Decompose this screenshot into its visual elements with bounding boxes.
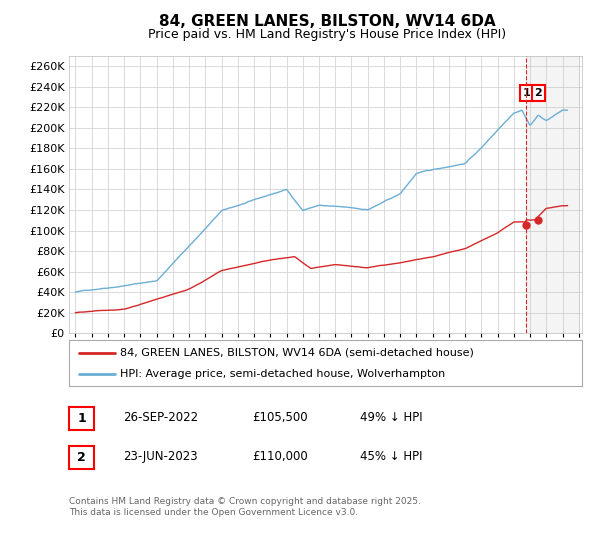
Text: 84, GREEN LANES, BILSTON, WV14 6DA (semi-detached house): 84, GREEN LANES, BILSTON, WV14 6DA (semi… — [121, 348, 474, 358]
Bar — [526, 56, 579, 333]
Text: Price paid vs. HM Land Registry's House Price Index (HPI): Price paid vs. HM Land Registry's House … — [148, 28, 506, 41]
Text: 2: 2 — [535, 88, 542, 98]
Text: HPI: Average price, semi-detached house, Wolverhampton: HPI: Average price, semi-detached house,… — [121, 369, 446, 379]
Text: 23-JUN-2023: 23-JUN-2023 — [123, 450, 197, 463]
Text: 49% ↓ HPI: 49% ↓ HPI — [360, 410, 422, 424]
Text: 1: 1 — [77, 412, 86, 425]
Text: £105,500: £105,500 — [252, 410, 308, 424]
Text: Contains HM Land Registry data © Crown copyright and database right 2025.
This d: Contains HM Land Registry data © Crown c… — [69, 497, 421, 517]
Text: 45% ↓ HPI: 45% ↓ HPI — [360, 450, 422, 463]
Text: 26-SEP-2022: 26-SEP-2022 — [123, 410, 198, 424]
Text: 84, GREEN LANES, BILSTON, WV14 6DA: 84, GREEN LANES, BILSTON, WV14 6DA — [158, 14, 496, 29]
Text: 2: 2 — [77, 451, 86, 464]
Text: 1: 1 — [523, 88, 530, 98]
Text: £110,000: £110,000 — [252, 450, 308, 463]
